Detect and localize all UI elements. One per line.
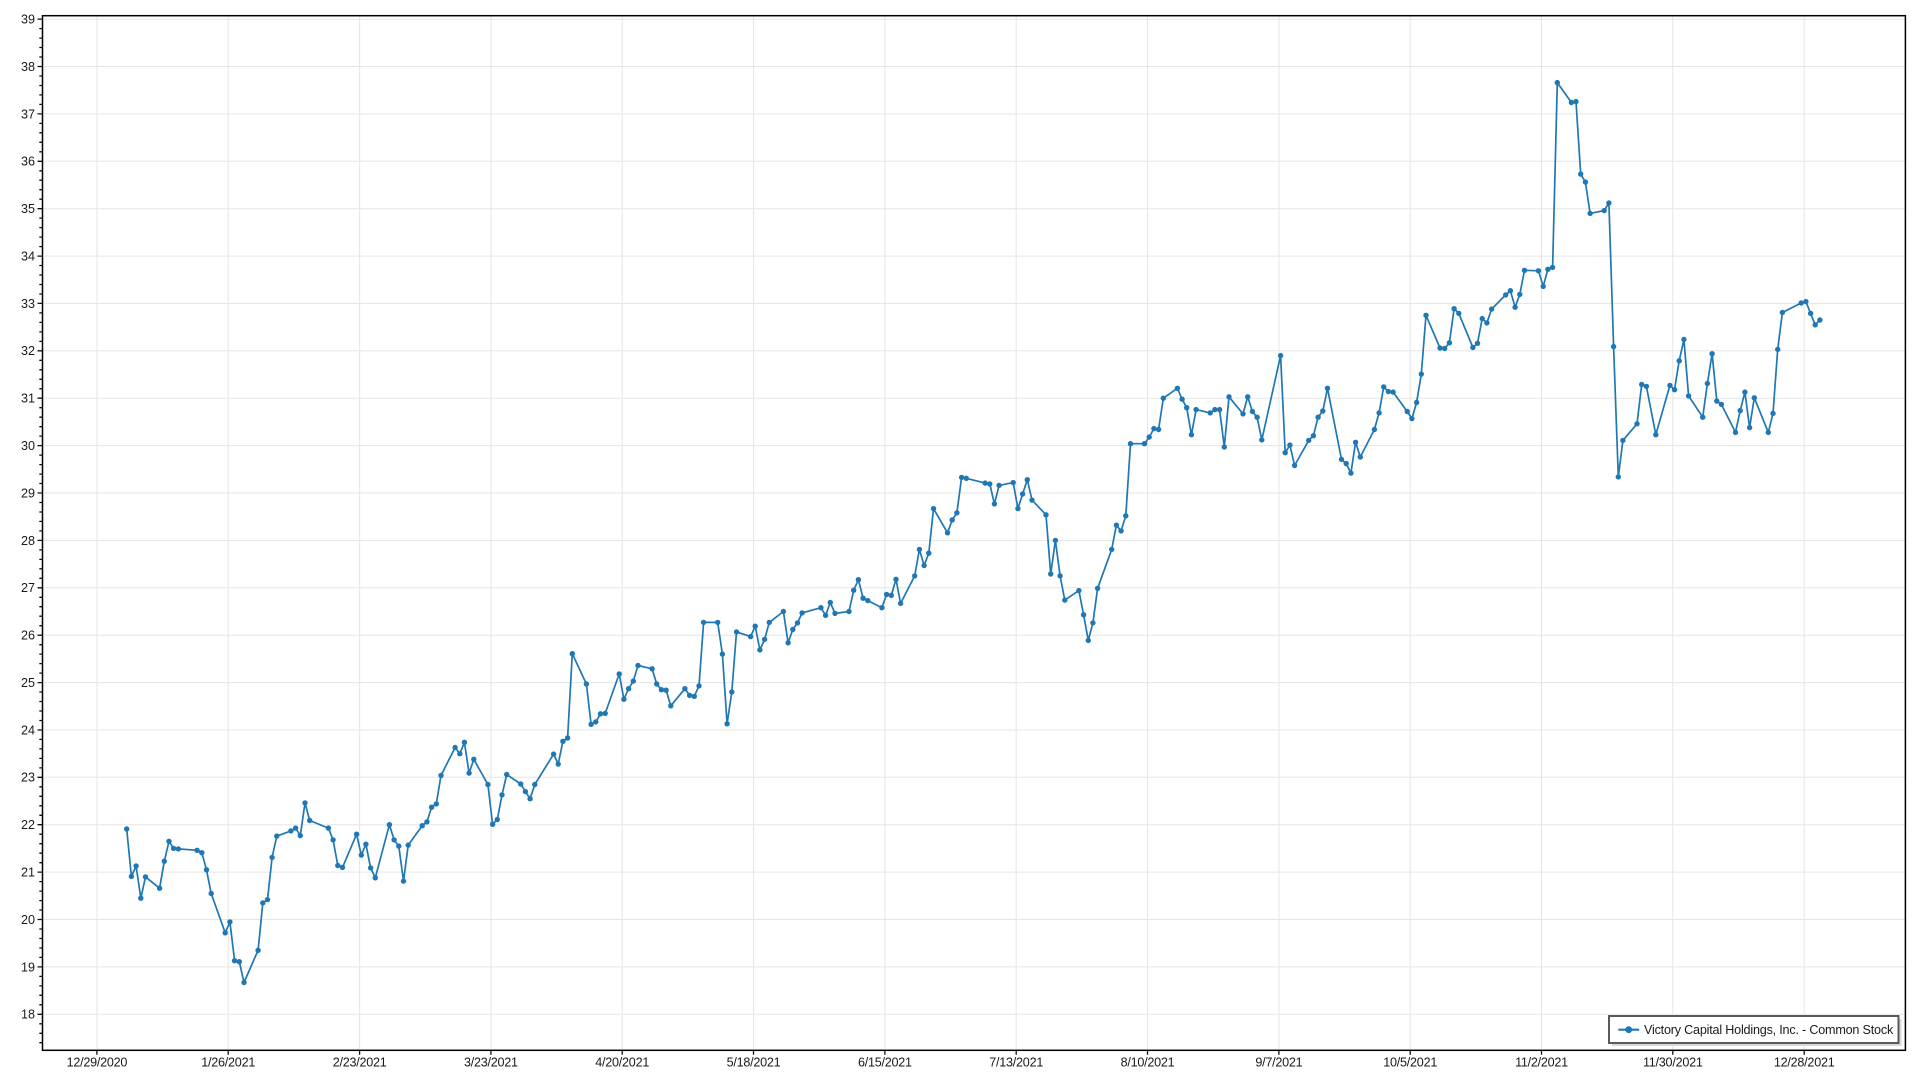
svg-text:9/7/2021: 9/7/2021 — [1255, 1056, 1302, 1070]
svg-text:39: 39 — [21, 13, 35, 27]
svg-text:33: 33 — [21, 297, 35, 311]
svg-text:5/18/2021: 5/18/2021 — [727, 1056, 781, 1070]
svg-text:29: 29 — [21, 486, 35, 500]
svg-text:Victory Capital Holdings, Inc.: Victory Capital Holdings, Inc. - Common … — [1644, 1023, 1894, 1037]
svg-text:20: 20 — [21, 913, 35, 927]
svg-text:12/29/2020: 12/29/2020 — [67, 1056, 128, 1070]
svg-text:38: 38 — [21, 60, 35, 74]
svg-text:1/26/2021: 1/26/2021 — [201, 1056, 255, 1070]
svg-text:31: 31 — [21, 392, 35, 406]
svg-text:7/13/2021: 7/13/2021 — [989, 1056, 1043, 1070]
svg-text:18: 18 — [21, 1008, 35, 1022]
svg-text:8/10/2021: 8/10/2021 — [1121, 1056, 1175, 1070]
svg-text:2/23/2021: 2/23/2021 — [333, 1056, 387, 1070]
svg-text:35: 35 — [21, 202, 35, 216]
svg-text:26: 26 — [21, 629, 35, 643]
svg-text:10/5/2021: 10/5/2021 — [1383, 1056, 1437, 1070]
svg-text:11/2/2021: 11/2/2021 — [1515, 1056, 1568, 1070]
svg-text:21: 21 — [21, 866, 35, 880]
svg-text:30: 30 — [21, 439, 35, 453]
svg-text:4/20/2021: 4/20/2021 — [595, 1056, 649, 1070]
svg-text:19: 19 — [21, 960, 35, 974]
svg-text:11/30/2021: 11/30/2021 — [1643, 1056, 1703, 1070]
svg-text:12/28/2021: 12/28/2021 — [1774, 1056, 1835, 1070]
svg-text:24: 24 — [21, 723, 35, 737]
svg-text:28: 28 — [21, 534, 35, 548]
svg-text:25: 25 — [21, 676, 35, 690]
svg-text:22: 22 — [21, 818, 35, 832]
svg-text:32: 32 — [21, 344, 35, 358]
svg-text:3/23/2021: 3/23/2021 — [464, 1056, 518, 1070]
svg-text:23: 23 — [21, 771, 35, 785]
svg-text:27: 27 — [21, 581, 35, 595]
svg-text:34: 34 — [21, 250, 35, 264]
svg-text:37: 37 — [21, 107, 35, 121]
svg-text:6/15/2021: 6/15/2021 — [858, 1056, 912, 1070]
svg-text:36: 36 — [21, 155, 35, 169]
